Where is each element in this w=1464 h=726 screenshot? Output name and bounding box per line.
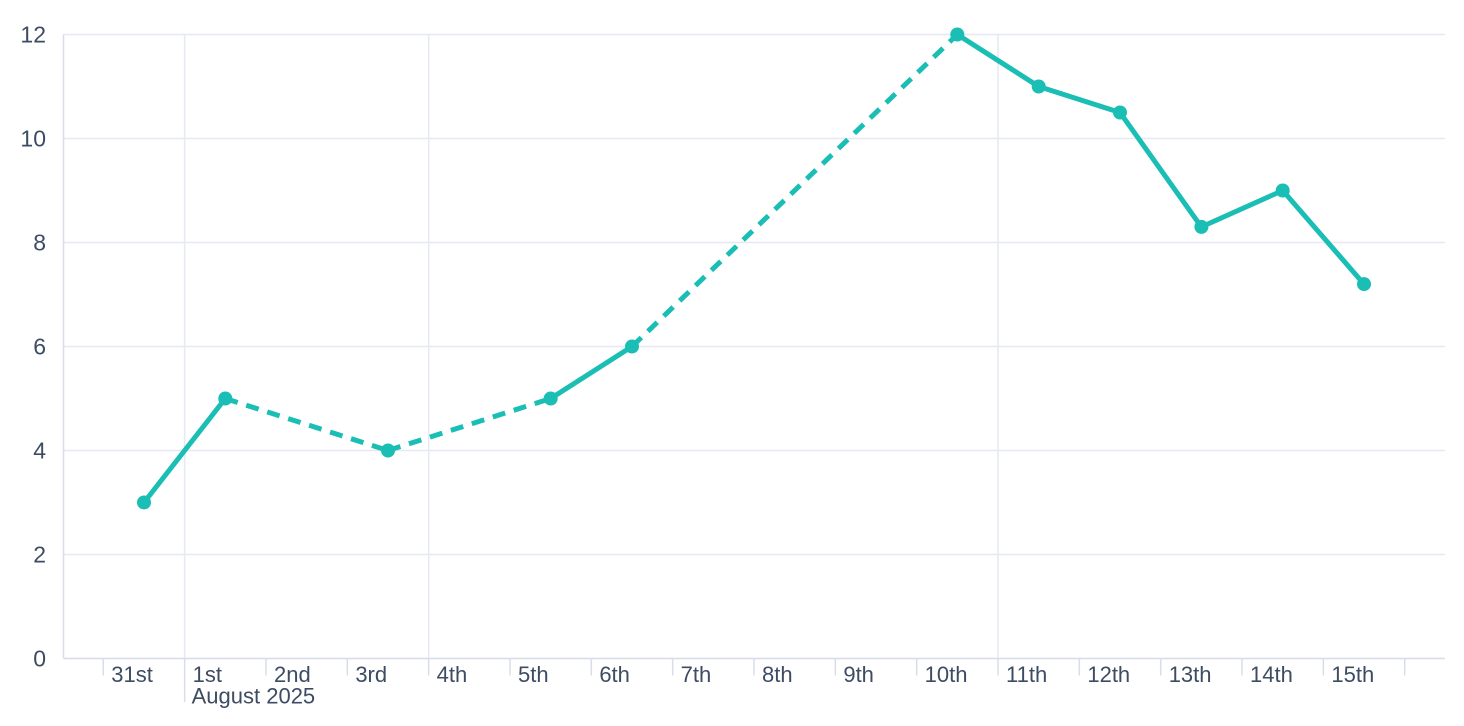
data-point-15th[interactable]: [1357, 277, 1371, 292]
x-axis-label-6th: 6th: [599, 662, 630, 687]
x-axis-label-10th: 10th: [925, 662, 968, 687]
data-point-5th[interactable]: [543, 391, 558, 406]
x-axis-label-8th: 8th: [762, 662, 793, 687]
series-markers: [137, 27, 1371, 510]
horizontal-gridlines: [63, 33, 1445, 660]
data-point-11th[interactable]: [1031, 79, 1046, 94]
y-axis-label-0: 0: [33, 646, 46, 672]
x-axis-label-9th: 9th: [843, 662, 874, 687]
x-axis-month-label: August 2025: [192, 684, 316, 709]
y-axis-label-8: 8: [33, 230, 46, 256]
y-axis-label-12: 12: [20, 22, 46, 48]
data-point-12th[interactable]: [1113, 105, 1127, 120]
x-axis-label-13th: 13th: [1169, 662, 1212, 687]
x-axis-label-11th: 11th: [1006, 662, 1047, 687]
y-axis-label-2: 2: [33, 542, 46, 568]
series-line-dashed: [224, 32, 960, 453]
x-axis-label-12th: 12th: [1087, 662, 1130, 687]
data-point-13th[interactable]: [1194, 219, 1209, 234]
data-point-14th[interactable]: [1275, 183, 1290, 198]
data-point-10th[interactable]: [950, 27, 965, 42]
x-axis-label-7th: 7th: [681, 662, 712, 687]
x-axis-label-4th: 4th: [437, 662, 468, 687]
y-axis-label-10: 10: [20, 126, 46, 152]
y-axis-label-4: 4: [33, 438, 46, 464]
data-point-6th[interactable]: [625, 339, 639, 354]
x-axis-label-1st: 1st: [193, 662, 222, 687]
x-axis-label-14th: 14th: [1250, 662, 1293, 687]
y-axis-label-6: 6: [33, 334, 46, 360]
series-line-solid: [141, 32, 1367, 505]
data-point-3rd[interactable]: [381, 443, 395, 458]
data-point-31st[interactable]: [137, 495, 151, 510]
x-axis-label-31st: 31st: [111, 662, 153, 687]
x-axis-labels: 31st 1st 2nd 3rd 4th 5th 6th 7th 8th 9th 10th 11th 1…: [111, 662, 1374, 709]
x-axis-label-5th: 5th: [518, 662, 549, 687]
x-axis-label-15th: 15th: [1331, 662, 1374, 687]
y-axis-labels: 0 2 4 6 8 10 12: [20, 22, 46, 672]
x-axis-label-3rd: 3rd: [355, 662, 387, 687]
x-axis-tick-marks: [102, 658, 1406, 702]
series-line: [141, 32, 1367, 505]
data-point-1st[interactable]: [218, 391, 233, 406]
vertical-gridlines: [183, 34, 999, 659]
x-axis-label-2nd: 2nd: [274, 662, 311, 687]
